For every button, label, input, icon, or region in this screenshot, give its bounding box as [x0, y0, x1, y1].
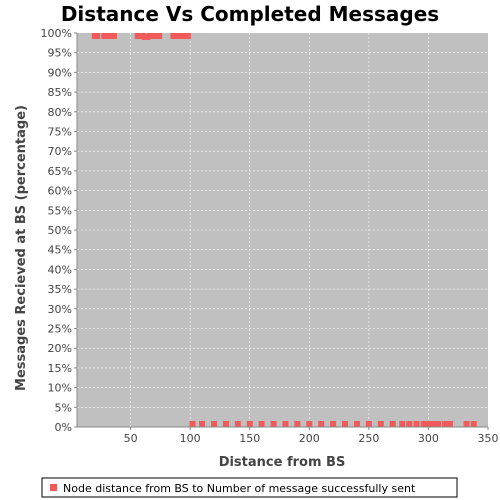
data-point: [94, 33, 101, 39]
data-point: [446, 421, 453, 427]
data-point: [442, 421, 449, 427]
legend-entry: Node distance from BS to Number of messa…: [63, 482, 416, 495]
x-tick-label: 250: [358, 432, 379, 445]
data-point: [353, 421, 360, 427]
data-point: [211, 421, 217, 427]
data-point: [425, 421, 432, 427]
data-points: [91, 33, 477, 427]
data-point: [234, 421, 241, 427]
legend-box: [41, 477, 458, 498]
y-axis-ticks: 0% 5% 10% 15% 20% 25% 30% 35% 40% 45% 50% 55% 60% 65%…: [41, 27, 77, 434]
data-point: [294, 421, 301, 427]
y-tick-label: 80%: [48, 106, 72, 119]
data-point: [389, 421, 396, 427]
data-point: [258, 421, 265, 427]
data-point: [434, 421, 441, 427]
data-point: [420, 421, 427, 427]
data-point: [199, 421, 206, 427]
data-point: [406, 421, 413, 427]
data-point: [430, 421, 437, 427]
y-tick-label: 20%: [48, 342, 72, 355]
grid: [77, 33, 488, 427]
data-point: [463, 421, 470, 427]
legend-swatch: [50, 484, 57, 491]
y-tick-label: 55%: [48, 204, 72, 217]
x-tick-label: 350: [478, 432, 499, 445]
data-point: [270, 421, 277, 427]
data-point: [342, 421, 349, 427]
data-point: [306, 421, 313, 427]
y-tick-label: 95%: [48, 47, 72, 60]
x-tick-label: 200: [299, 432, 320, 445]
y-tick-label: 65%: [48, 165, 72, 178]
x-tick-label: 300: [418, 432, 439, 445]
legend: Node distance from BS to Number of messa…: [41, 477, 458, 498]
y-tick-label: 85%: [48, 86, 72, 99]
data-point: [222, 421, 229, 427]
data-point: [399, 421, 406, 427]
y-tick-label: 40%: [48, 263, 72, 276]
y-tick-label: 70%: [48, 145, 72, 158]
y-tick-label: 5%: [55, 401, 72, 414]
y-tick-label: 35%: [48, 283, 72, 296]
y-tick-label: 60%: [48, 185, 72, 198]
x-tick-label: 50: [124, 432, 138, 445]
data-point: [470, 421, 477, 427]
x-axis-ticks: 50 100 150 200 250 300 350: [124, 427, 499, 445]
y-tick-label: 30%: [48, 303, 72, 316]
x-tick-label: 100: [180, 432, 201, 445]
y-tick-label: 15%: [48, 362, 72, 375]
y-tick-label: 45%: [48, 244, 72, 257]
data-point: [330, 421, 337, 427]
y-tick-label: 90%: [48, 66, 72, 79]
y-tick-label: 50%: [48, 224, 72, 237]
data-point: [156, 33, 163, 39]
y-tick-label: 75%: [48, 126, 72, 139]
y-tick-label: 0%: [55, 421, 72, 434]
data-point: [365, 421, 372, 427]
data-point: [110, 33, 117, 39]
data-point: [189, 421, 196, 427]
x-axis-label: Distance from BS: [219, 455, 346, 470]
chart-title: Distance Vs Completed Messages: [61, 2, 439, 26]
y-tick-label: 10%: [48, 382, 72, 395]
data-point: [184, 33, 191, 39]
data-point: [318, 421, 325, 427]
data-point: [282, 421, 289, 427]
data-point: [377, 421, 384, 427]
data-point: [413, 421, 420, 427]
y-tick-label: 100%: [41, 27, 72, 40]
x-tick-label: 150: [239, 432, 260, 445]
y-axis-label: Messages Recieved at BS (percentage): [14, 105, 29, 391]
data-point: [246, 421, 253, 427]
y-tick-label: 25%: [48, 323, 72, 336]
